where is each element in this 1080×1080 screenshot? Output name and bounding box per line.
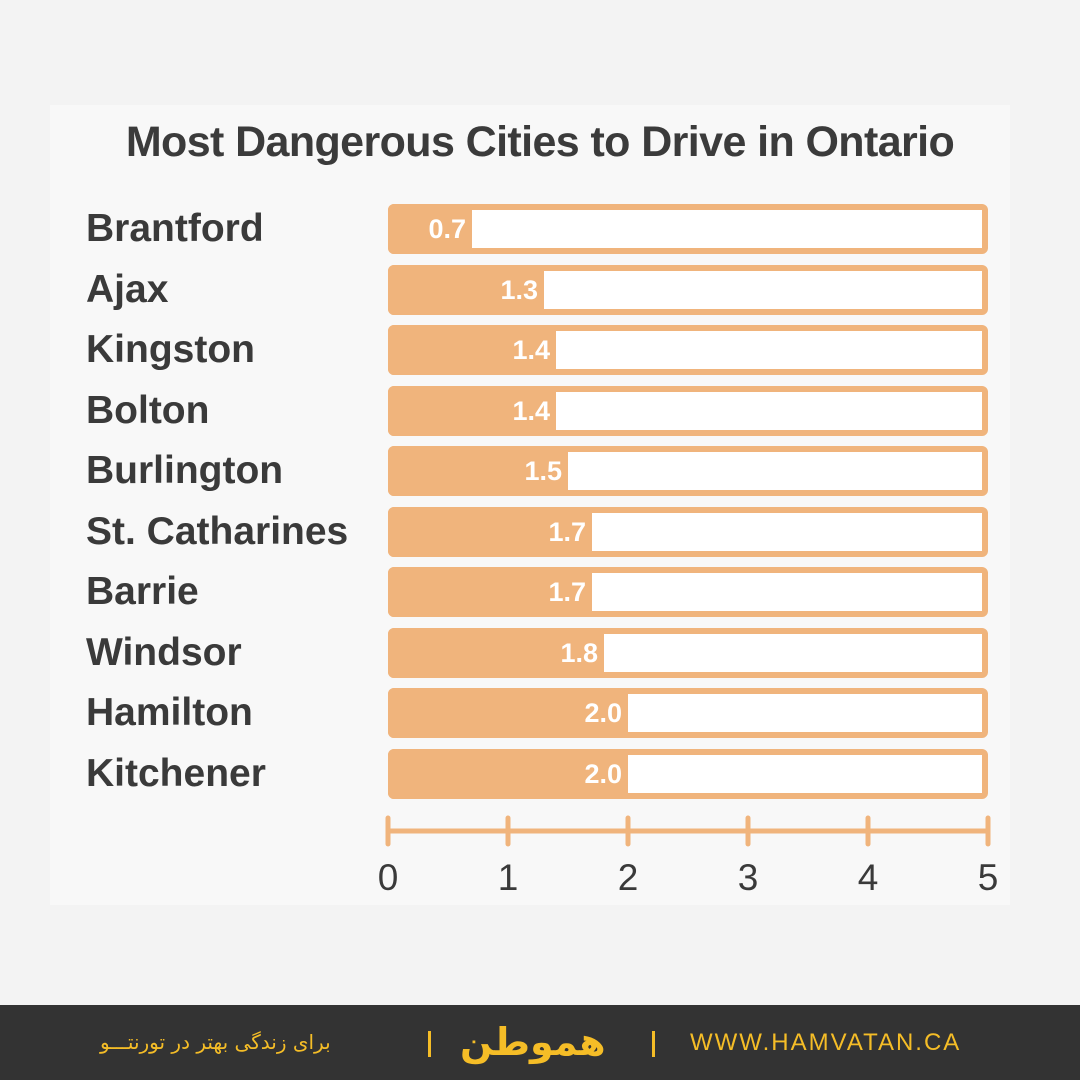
bar-value-label: 1.8 (560, 637, 598, 668)
x-axis-tick-label: 4 (857, 857, 879, 898)
category-label: Brantford (86, 207, 264, 250)
category-label: Barrie (86, 570, 199, 613)
x-axis-tick-label: 5 (977, 857, 999, 898)
bar-value-label: 2.0 (584, 758, 622, 789)
bar-value-label: 2.0 (584, 698, 622, 728)
bar-value-label: 1.7 (548, 577, 586, 607)
bar (388, 385, 556, 436)
x-axis-tick-label: 0 (377, 857, 399, 898)
bar (388, 567, 592, 617)
footer-divider (652, 1031, 655, 1057)
category-label: Kingston (86, 328, 255, 371)
bar (388, 264, 544, 315)
category-label: Kitchener (86, 751, 266, 795)
footer-divider (428, 1031, 431, 1057)
bar-value-label: 1.4 (512, 335, 550, 365)
category-label: Hamilton (86, 691, 253, 734)
footer-slogan: برای زندگی بهتر در تورنتـــو (100, 1030, 331, 1054)
bar (388, 506, 592, 557)
bar (388, 627, 604, 678)
bar (388, 325, 556, 375)
bar-value-label: 1.7 (548, 516, 586, 547)
category-label: Bolton (86, 388, 210, 432)
x-axis-tick-label: 2 (617, 857, 639, 898)
bar-value-label: 1.4 (512, 395, 550, 426)
bar-value-label: 1.5 (524, 456, 562, 486)
x-axis-tick-label: 1 (497, 857, 519, 898)
category-label: Burlington (86, 449, 284, 492)
category-label: Windsor (86, 630, 242, 674)
chart-title: Most Dangerous Cities to Drive in Ontari… (125, 118, 955, 166)
footer-brand-logo: هموطن (460, 1020, 606, 1064)
footer-bar: برای زندگی بهتر در تورنتـــو هموطن WWW.H… (0, 1005, 1080, 1080)
category-label: St. Catharines (86, 509, 349, 553)
bar (388, 204, 472, 254)
bar-value-label: 1.3 (500, 274, 538, 305)
footer-website-link[interactable]: WWW.HAMVATAN.CA (690, 1029, 962, 1056)
bar-value-label: 0.7 (428, 214, 466, 244)
bar (388, 748, 628, 799)
bar (388, 446, 568, 496)
bar (388, 688, 628, 738)
x-axis-tick-label: 3 (737, 857, 759, 898)
category-label: Ajax (86, 267, 169, 311)
bar-track (388, 204, 988, 254)
